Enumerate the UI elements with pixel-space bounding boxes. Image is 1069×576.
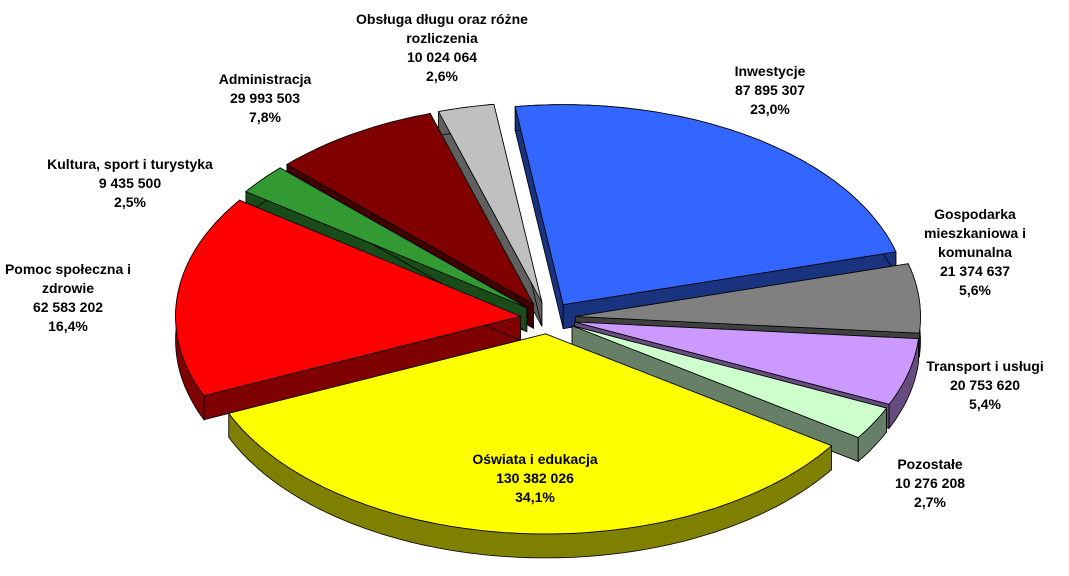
value-label: 130 382 026 [496, 470, 574, 486]
category-label: Transport i usługi [926, 358, 1044, 374]
data-label: Obsługa długu oraz różne rozliczenia 10 0… [337, 10, 547, 86]
slice [575, 263, 921, 334]
percent-label: 34,1% [515, 489, 555, 505]
data-label: Transport i usługi 20 753 620 5,4% [900, 357, 1069, 414]
slice [574, 321, 919, 405]
category-label: Oświata i edukacja [472, 451, 598, 467]
category-label: Pomoc społeczna i zdrowie [4, 261, 132, 296]
data-label: Pomoc społeczna i zdrowie 62 583 202 16,4% [3, 260, 133, 336]
value-label: 21 374 637 [939, 263, 1011, 279]
slice [228, 333, 833, 535]
percent-label: 23,0% [750, 101, 790, 117]
percent-label: 2,7% [914, 494, 946, 510]
data-label: Oświata i edukacja 130 382 026 34,1% [435, 450, 635, 507]
data-label: Kultura, sport i turystyka 9 435 500 2,5% [10, 155, 250, 212]
category-label: Kultura, sport i turystyka [47, 156, 213, 172]
data-label: Gospodarka mieszkaniowa i komunalna 21 37… [908, 205, 1043, 300]
slice [175, 199, 522, 397]
value-label: 10 276 208 [894, 475, 966, 491]
value-label: 87 895 307 [734, 82, 806, 98]
category-label: Obsługa długu oraz różne rozliczenia [356, 11, 528, 46]
value-label: 9 435 500 [98, 175, 162, 191]
percent-label: 5,6% [959, 282, 991, 298]
percent-label: 5,4% [969, 396, 1001, 412]
slice [514, 104, 897, 306]
category-label: Pozostałe [897, 456, 963, 472]
value-label: 10 024 064 [406, 49, 478, 65]
slice [286, 113, 535, 306]
slice [245, 167, 527, 309]
slice [571, 325, 888, 438]
value-label: 29 993 503 [229, 90, 301, 106]
slice [437, 103, 543, 303]
percent-label: 16,4% [48, 318, 88, 334]
data-label: Administracja 29 993 503 7,8% [180, 70, 350, 127]
percent-label: 7,8% [249, 109, 281, 125]
category-label: Inwestycje [734, 63, 806, 79]
value-label: 20 753 620 [949, 377, 1021, 393]
percent-label: 2,5% [114, 194, 146, 210]
value-label: 62 583 202 [32, 299, 104, 315]
percent-label: 2,6% [426, 68, 458, 84]
data-label: Pozostałe 10 276 208 2,7% [855, 455, 1005, 512]
data-label: Inwestycje 87 895 307 23,0% [695, 62, 845, 119]
category-label: Administracja [218, 71, 312, 87]
category-label: Gospodarka mieszkaniowa i komunalna [924, 206, 1026, 260]
